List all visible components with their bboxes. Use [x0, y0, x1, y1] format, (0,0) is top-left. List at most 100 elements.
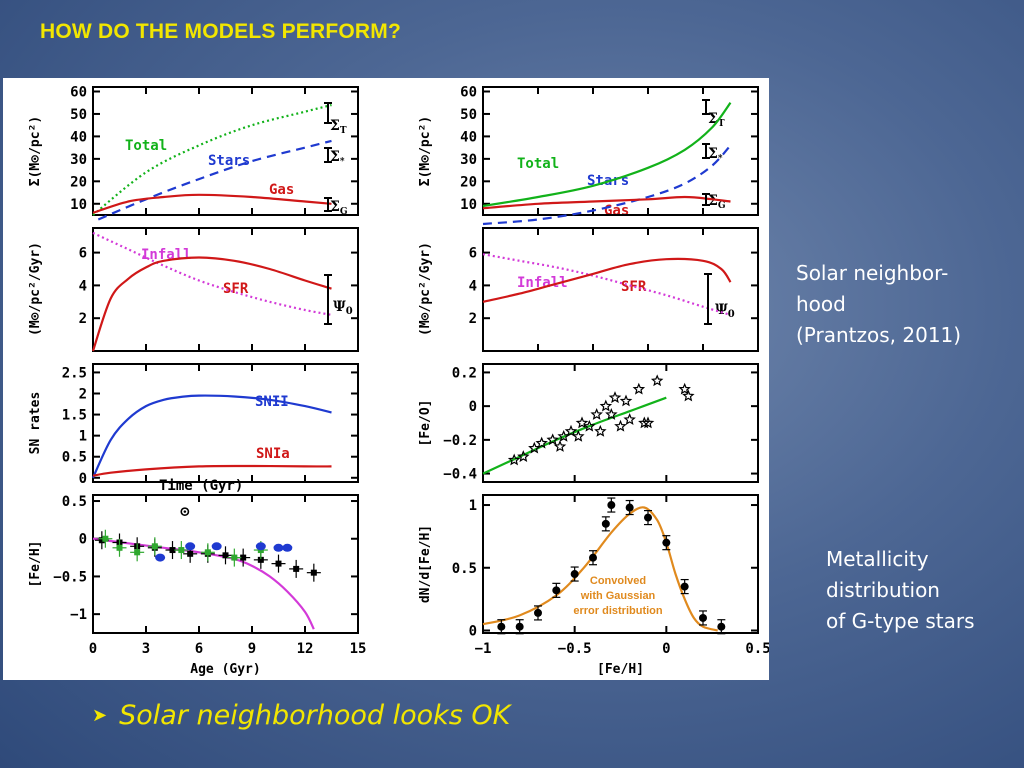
series-line-snia: [92, 464, 332, 477]
x-tick-label: 0: [662, 641, 670, 657]
note-metal-line2: distribution: [826, 578, 940, 602]
y-tick-label: −1: [70, 607, 87, 623]
x-tick-label: −0.5: [558, 641, 592, 657]
y-tick-label: 1: [469, 498, 477, 514]
data-star: [557, 429, 570, 442]
data-star: [575, 416, 589, 429]
y-tick-label: 1: [79, 429, 87, 445]
data-star: [682, 389, 695, 402]
gas-label-left: Gas: [269, 182, 294, 198]
data-point-blue: [273, 543, 284, 552]
y-tick-label: 0.2: [452, 365, 477, 381]
y-tick-label: −0.4: [443, 467, 477, 483]
solar-neighborhood-note: Solar neighbor- hood (Prantzos, 2011): [796, 258, 961, 351]
convolved-line1: Convolved: [590, 575, 646, 587]
y-tick-label: 4: [79, 278, 87, 294]
y-tick-label: 10: [70, 197, 87, 213]
note-metal-line1: Metallicity: [826, 547, 929, 571]
data-point-blue: [211, 542, 222, 551]
data-star: [528, 441, 541, 454]
infall-label-right: Infall: [517, 275, 568, 291]
y-tick-label: 50: [460, 107, 477, 123]
data-point-black: [240, 554, 247, 561]
x-tick-label: 15: [350, 641, 367, 657]
data-point-black: [310, 569, 317, 576]
y-axis-title: Σ(M⊙/pc²): [28, 116, 43, 186]
data-star: [553, 440, 567, 452]
y-tick-label: 2.5: [62, 365, 87, 381]
data-star: [535, 436, 548, 449]
data-point-black: [222, 552, 229, 559]
data-point: [601, 519, 610, 528]
sigma-star-left: Σ*: [330, 149, 345, 167]
sigma-g-left: ΣG: [330, 199, 348, 217]
data-star: [599, 399, 613, 412]
data-point-blue: [282, 543, 293, 552]
data-point-green: [116, 544, 123, 551]
y-axis-title: [Fe/H]: [28, 541, 43, 588]
data-point: [534, 608, 542, 617]
x-tick-label: 9: [248, 641, 256, 657]
convolved-line2: with Gaussian: [580, 590, 656, 602]
data-star: [507, 453, 521, 466]
chart-r1: 10 20 30 40 50 60 Σ(M⊙/pc²): [418, 84, 759, 226]
total-label-right: Total: [517, 156, 559, 172]
psi-label-right: Ψ0: [715, 302, 735, 320]
sun-symbol: ⊙: [179, 504, 191, 520]
data-point: [570, 570, 579, 579]
y-tick-label: 6: [469, 246, 477, 262]
x-tick-label: 12: [297, 641, 314, 657]
data-point: [589, 553, 597, 562]
y-tick-label: 20: [70, 174, 87, 190]
series-line-stars: [482, 144, 732, 226]
data-star: [583, 419, 596, 432]
data-point-green: [151, 543, 158, 550]
y-tick-label: 40: [460, 129, 477, 145]
y-axis-title: Σ(M⊙/pc²): [418, 116, 433, 186]
note-metal-line3: of G-type stars: [826, 609, 975, 633]
y-tick-label: 40: [70, 129, 87, 145]
data-point-black: [169, 547, 176, 554]
y-tick-label: 30: [70, 152, 87, 168]
y-tick-label: 60: [460, 84, 477, 100]
series-line-infall: [482, 253, 731, 316]
data-star: [619, 394, 633, 407]
data-point: [625, 503, 634, 512]
data-point: [644, 513, 652, 522]
data-point-black: [275, 560, 282, 567]
chart-l4: −1 −0.5 0 0.5 0 3 6 9 12 15 Age (Gyr) [Fe/H]: [28, 494, 366, 677]
y-tick-label: 1.5: [62, 408, 87, 424]
data-point: [515, 622, 524, 631]
sigma-t-right: ΣT: [708, 111, 725, 129]
y-tick-label: −0.5: [53, 569, 87, 585]
series-line-model: [92, 537, 315, 630]
sfr-label-right: SFR: [621, 279, 647, 295]
data-point-green: [204, 549, 211, 556]
data-star: [623, 413, 636, 425]
note-solar-line2: hood: [796, 292, 846, 316]
data-star: [632, 382, 646, 395]
note-solar-line3: (Prantzos, 2011): [796, 323, 962, 347]
plot-frame: [482, 363, 759, 483]
data-point: [497, 622, 506, 631]
figure-svg: .lbl { font-family: "DejaVu Sans Mono", …: [28, 84, 769, 677]
y-tick-label: 0.5: [452, 561, 477, 577]
total-label-left: Total: [125, 138, 167, 154]
data-point: [662, 538, 671, 547]
y-tick-label: 60: [70, 84, 87, 100]
data-star: [564, 424, 578, 437]
convolved-line3: error distribution: [573, 605, 663, 617]
time-axis-label: Time (Gyr): [159, 478, 243, 494]
series-line-infall: [92, 231, 332, 316]
figure-panel: .lbl { font-family: "DejaVu Sans Mono", …: [3, 78, 769, 680]
data-point-blue: [185, 542, 196, 551]
data-star: [594, 424, 607, 437]
series-line-snii: [92, 394, 332, 479]
snia-label: SNIa: [256, 446, 290, 462]
data-point-black: [98, 537, 105, 544]
y-tick-label: 6: [79, 246, 87, 262]
x-tick-label: 3: [142, 641, 150, 657]
data-star: [638, 416, 651, 429]
plot-frame: [92, 227, 359, 352]
data-star: [572, 429, 585, 442]
